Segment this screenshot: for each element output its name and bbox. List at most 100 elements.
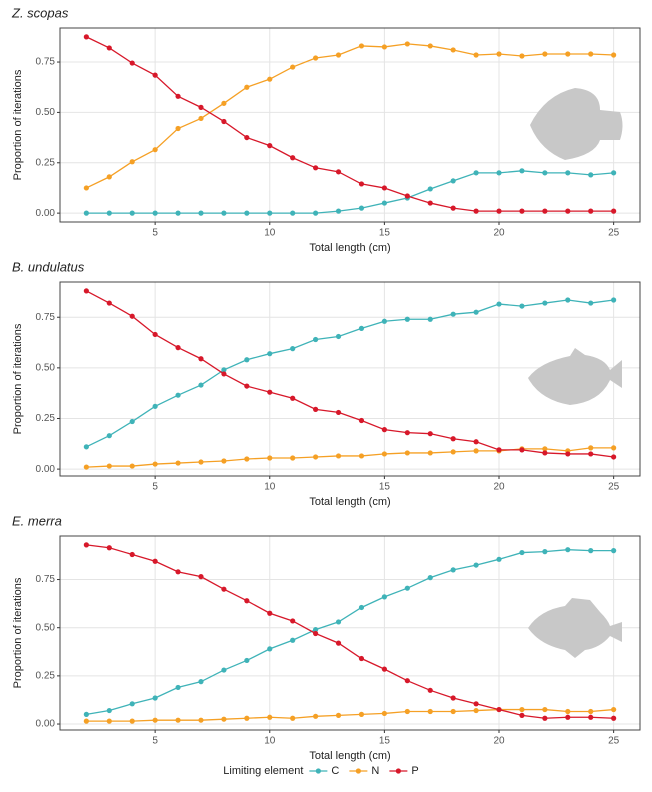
point [611,445,617,451]
point [519,447,525,453]
point [542,450,548,456]
point [381,318,387,324]
point [335,52,342,58]
point [290,210,296,216]
point [473,208,479,214]
y-tick-label: 0.25 [36,413,56,424]
point [565,297,571,303]
plot-border [59,281,641,477]
point [175,569,181,575]
point [152,403,158,409]
y-tick-label: 0.00 [36,719,56,730]
point [358,655,365,662]
y-tick-label: 0.50 [36,107,56,118]
point [611,208,617,214]
point [381,594,387,600]
point [588,172,594,178]
point [381,427,387,433]
point [473,309,479,315]
point [473,448,479,454]
point [335,333,342,340]
legend-item: C [309,765,339,777]
point [313,630,319,637]
point [519,53,525,59]
point [542,51,548,57]
point [588,51,594,57]
point [198,382,204,388]
point [358,453,365,459]
point [221,210,227,216]
point [106,718,112,724]
point [611,706,617,713]
point [83,288,89,294]
point [519,549,525,556]
point [588,300,594,306]
point [473,562,479,568]
point [335,169,342,175]
point [427,575,433,581]
series-line [86,447,614,468]
point [221,458,227,464]
point [404,585,410,591]
point [427,687,433,693]
x-tick-label: 20 [493,228,505,239]
series-line [86,549,614,716]
point [290,346,296,352]
point [496,301,502,307]
series-line [86,43,614,189]
point [542,706,548,713]
point [611,715,617,721]
point [588,208,594,214]
legend: Limiting element C N P [223,765,418,777]
y-tick-label: 0.00 [36,464,56,475]
point [221,118,227,125]
point [427,186,433,192]
point [565,547,571,553]
point [221,667,227,673]
point [381,666,387,672]
point [519,208,525,214]
point [83,718,89,724]
series-line [86,36,614,212]
point [588,714,594,720]
y-axis-title: Proportion of iterations [12,69,24,180]
point [152,210,158,216]
point [198,210,204,216]
point [152,695,158,701]
point [244,210,250,216]
point [290,455,296,461]
point [588,708,594,715]
x-tick-label: 10 [264,482,276,493]
point [519,706,525,713]
point [381,710,387,717]
point [473,170,479,176]
x-tick-label: 25 [608,736,620,747]
point [381,185,387,191]
point [496,556,502,562]
legend-item: N [349,765,379,777]
point [358,205,365,211]
point [565,51,571,57]
point [313,165,319,171]
point [565,170,571,176]
point [358,325,365,331]
legend-point [315,768,321,774]
point [519,712,525,718]
series-line [86,708,614,722]
fish-silhouettes [528,88,623,658]
series-line [86,299,614,448]
point [175,717,181,723]
x-tick-label: 10 [264,228,276,239]
point [106,174,112,180]
point [313,406,319,412]
point [542,208,548,214]
point [473,707,479,714]
point [542,300,548,306]
point [358,711,365,717]
point [244,456,250,462]
point [588,548,594,554]
point [290,155,296,161]
point [129,210,135,216]
point [335,208,342,214]
point [267,143,273,149]
